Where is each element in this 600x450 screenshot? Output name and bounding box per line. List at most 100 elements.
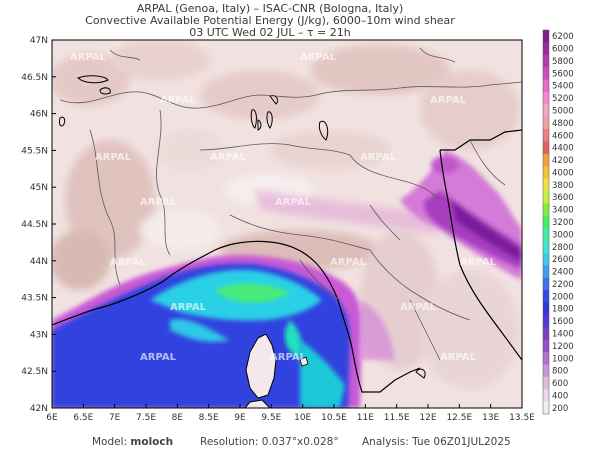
land-texture xyxy=(52,40,520,390)
colorbar-label: 4400 xyxy=(552,144,574,154)
lon-tick-label: 6E xyxy=(46,413,58,423)
watermark-text: ARPAL xyxy=(110,257,147,268)
lat-tick-label: 46.5N xyxy=(21,73,48,83)
watermark-text: ARPAL xyxy=(70,52,107,63)
colorbar-label: 3000 xyxy=(552,230,574,240)
colorbar-label: 3400 xyxy=(552,206,574,216)
colorbar-label: 1200 xyxy=(552,342,574,352)
colorbar-label: 400 xyxy=(552,391,568,401)
colorbar-frame xyxy=(542,29,550,415)
elba-island xyxy=(299,356,309,367)
lat-tick-label: 43.5N xyxy=(21,294,48,304)
colorbar-swatch xyxy=(543,339,549,353)
watermark-text: ARPAL xyxy=(440,352,477,363)
lat-tick-label: 45.5N xyxy=(21,146,48,156)
colorbar-swatch xyxy=(543,203,549,217)
lon-tick-label: 9E xyxy=(234,413,246,423)
watermark-text: ARPAL xyxy=(170,302,207,313)
lon-tick-label: 8.5E xyxy=(199,413,219,423)
watermark-text: ARPAL xyxy=(140,197,177,208)
colorbar-label: 5800 xyxy=(552,57,574,67)
colorbar-swatch xyxy=(543,30,549,43)
colorbar-label: 800 xyxy=(552,367,568,377)
colorbar-swatch xyxy=(543,191,549,204)
colorbar-label: 6200 xyxy=(552,32,574,42)
colorbar-label: 5600 xyxy=(552,69,574,79)
analysis-value: Tue 06Z01JUL2025 xyxy=(412,436,511,448)
lon-tick-label: 10E xyxy=(294,413,311,423)
colorbar-label: 4200 xyxy=(552,156,574,166)
footer-analysis: Analysis: Tue 06Z01JUL2025 xyxy=(362,436,511,448)
resolution-value: 0.037°x0.028° xyxy=(261,436,339,448)
colorbar-swatch xyxy=(543,302,549,316)
colorbar-swatch xyxy=(543,215,549,229)
colorbar-swatch xyxy=(543,116,549,130)
colorbar-swatch xyxy=(543,376,549,390)
colorbar-label: 200 xyxy=(552,404,568,414)
lon-tick-label: 11.5E xyxy=(384,413,410,423)
watermark-text: ARPAL xyxy=(430,95,467,106)
lakes xyxy=(59,75,426,379)
colorbar-swatch xyxy=(543,290,549,304)
lat-tick-label: 42N xyxy=(30,404,48,414)
coastlines xyxy=(52,129,522,393)
watermark-text: ARPAL xyxy=(140,352,177,363)
colorbar-label: 2000 xyxy=(552,292,574,302)
lon-tick-label: 11E xyxy=(357,413,374,423)
colorbar-swatch xyxy=(543,67,549,81)
lat-tick-label: 45N xyxy=(30,183,48,193)
watermark-text: ARPAL xyxy=(210,152,247,163)
colorbar: 6200 6000 5800 5600 5400 5200 5000 4800 4600 4400… xyxy=(542,29,574,415)
lon-tick-label: 8E xyxy=(172,413,184,423)
watermark-text: ARPAL xyxy=(330,257,367,268)
colorbar-swatch xyxy=(543,277,549,291)
lon-tick-label: 9.5E xyxy=(261,413,281,423)
colorbar-label: 3200 xyxy=(552,218,574,228)
colorbar-label: 1400 xyxy=(552,329,574,339)
colorbar-swatch xyxy=(543,389,549,403)
watermark-text: ARPAL xyxy=(160,95,197,106)
lon-tick-label: 7E xyxy=(109,413,121,423)
colorbar-label: 2600 xyxy=(552,255,574,265)
colorbar-swatch xyxy=(543,265,549,279)
watermark-text: ARPAL xyxy=(270,352,307,363)
colorbar-swatch xyxy=(543,54,549,68)
colorbar-swatch xyxy=(543,178,549,192)
colorbar-label: 4600 xyxy=(552,131,574,141)
adriatic-plume xyxy=(400,150,522,280)
colorbar-swatch xyxy=(543,228,549,242)
colorbar-label: 4000 xyxy=(552,168,574,178)
colorbar-swatch xyxy=(543,153,549,167)
colorbar-swatch xyxy=(543,104,549,118)
model-label: Model: xyxy=(92,436,128,448)
header-line-3: 03 UTC Wed 02 JUL – τ = 21h xyxy=(189,26,351,39)
longitude-axis: 6E 6.5E 7E 7.5E 8E 8.5E 9E 9.5E 10E 10.5E 11E 11.5E… xyxy=(46,404,535,423)
lon-tick-label: 13.5E xyxy=(509,413,535,423)
lat-tick-label: 44N xyxy=(30,257,48,267)
colorbar-swatch xyxy=(543,364,549,378)
colorbar-label: 2800 xyxy=(552,243,574,253)
colorbar-label: 600 xyxy=(552,379,568,389)
footer-model: Model: moloch xyxy=(92,436,173,448)
colorbar-swatch xyxy=(543,91,549,105)
colorbar-label: 2400 xyxy=(552,268,574,278)
colorbar-swatch xyxy=(543,314,549,328)
lon-tick-label: 10.5E xyxy=(321,413,347,423)
footer-resolution: Resolution: 0.037°x0.028° xyxy=(200,436,339,448)
resolution-label: Resolution: xyxy=(200,436,259,448)
colorbar-swatch xyxy=(543,252,549,266)
colorbar-swatch xyxy=(543,401,549,415)
watermark-text: ARPAL xyxy=(300,52,337,63)
colorbar-swatch xyxy=(543,327,549,341)
colorbar-label: 3600 xyxy=(552,193,574,203)
borders xyxy=(59,47,522,361)
po-valley-band xyxy=(255,190,440,235)
lat-tick-label: 47N xyxy=(30,36,48,46)
sardinia-island xyxy=(244,399,271,408)
lat-tick-label: 42.5N xyxy=(21,367,48,377)
colorbar-label: 1600 xyxy=(552,317,574,327)
latitude-axis: 47N 46.5N 46N 45.5N 45N 44.5N 44N 43.5N 43N 42.5N… xyxy=(21,36,56,414)
colorbar-label: 5400 xyxy=(552,82,574,92)
lat-tick-label: 44.5N xyxy=(21,220,48,230)
